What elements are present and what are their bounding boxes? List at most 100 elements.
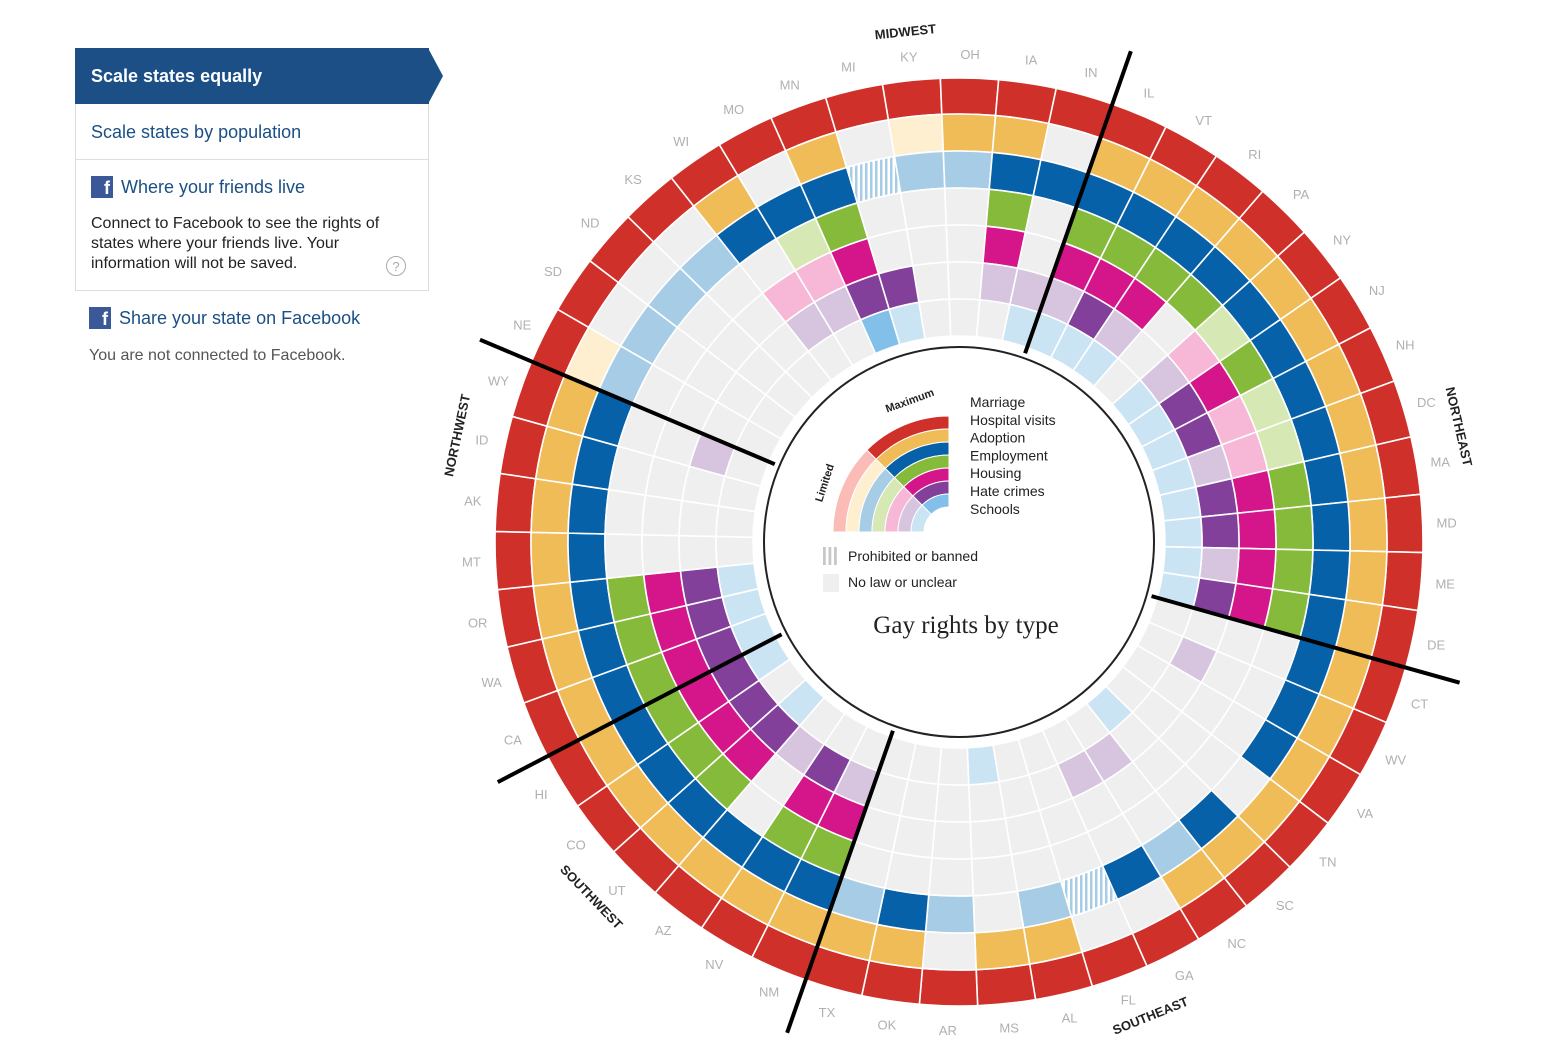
legend-label: Schools	[970, 501, 1020, 517]
cell-ms-housing	[969, 817, 1013, 860]
cell-oh-employment	[943, 187, 991, 228]
state-label: WI	[673, 134, 689, 149]
legend-label: Hate crimes	[970, 483, 1045, 499]
region-divider	[1150, 594, 1461, 685]
state-label: MO	[723, 102, 744, 117]
facebook-icon: f	[89, 307, 111, 329]
state-label: TX	[819, 1005, 836, 1020]
inner-disc	[753, 336, 1165, 748]
cell-ms-hospital-visits	[973, 926, 1031, 971]
legend-nolaw-swatch	[823, 574, 839, 592]
state-label: AL	[1062, 1010, 1078, 1025]
cell-md-housing	[1236, 508, 1277, 551]
cell-md-hospital-visits	[1347, 497, 1388, 553]
state-label: SD	[544, 264, 562, 279]
legend-arc-maximum	[921, 493, 950, 516]
region-divider	[479, 337, 776, 467]
state-label: WV	[1385, 753, 1406, 768]
share-facebook-link[interactable]: f Share your state on Facebook	[89, 307, 445, 329]
cell-ms-adoption	[972, 890, 1025, 934]
cell-ar-adoption	[924, 893, 976, 934]
cell-ar-hate-crimes	[934, 783, 972, 823]
share-label[interactable]: Share your state on Facebook	[119, 307, 361, 328]
cell-or-housing	[642, 569, 688, 615]
connection-status: You are not connected to Facebook.	[89, 347, 346, 364]
cell-ms-marriage	[975, 963, 1037, 1007]
state-label: DC	[1417, 395, 1436, 410]
legend: Marriage Hospital visits AdoptionEmploymen…	[813, 387, 1056, 592]
region-divider	[785, 730, 895, 1034]
cell-ky-marriage	[881, 77, 943, 121]
cell-ms-employment	[970, 853, 1019, 897]
cell-mt-hate-crimes	[678, 534, 719, 572]
cell-ms-schools	[966, 744, 1001, 786]
cell-ar-hospital-visits	[921, 930, 978, 971]
state-label: IN	[1085, 65, 1098, 80]
legend-label: Housing	[970, 465, 1021, 481]
cell-oh-schools	[948, 298, 981, 338]
cell-me-employment	[1271, 548, 1314, 596]
friends-description: Connect to Facebook to see the rights of…	[91, 215, 380, 272]
chart-title: Gay rights by type	[873, 612, 1058, 639]
state-label: NV	[705, 957, 723, 972]
region-label-midwest: MIDWEST	[874, 21, 937, 42]
state-label: DE	[1427, 637, 1445, 652]
sidebar: Scale states equally Scale states by pop…	[75, 48, 445, 365]
state-label: FL	[1121, 993, 1136, 1008]
state-label: MT	[462, 555, 481, 570]
state-label: IL	[1143, 85, 1154, 100]
cell-ak-hospital-visits	[530, 477, 574, 534]
cell-oh-adoption	[942, 150, 994, 191]
legend-prohibited-swatch	[823, 547, 837, 565]
state-label: OR	[468, 616, 488, 631]
cell-md-employment	[1273, 504, 1314, 551]
state-label: WY	[488, 374, 509, 389]
cell-mt-hospital-visits	[530, 531, 571, 587]
region-label-northwest: NORTHWEST	[441, 393, 473, 478]
state-label: NE	[513, 317, 531, 332]
facebook-icon: f	[91, 176, 113, 198]
cell-md-adoption	[1310, 500, 1351, 552]
state-label: OH	[960, 47, 980, 62]
cell-mt-housing	[641, 533, 682, 576]
cell-oh-hospital-visits	[940, 113, 997, 154]
cell-ak-adoption	[567, 483, 610, 535]
legend-label: Adoption	[970, 430, 1025, 446]
state-wedges: KY OH IA IN IL VT RI PA NY NJ NH DC MA MD ME DE CT WV VA TN…	[462, 47, 1457, 1038]
question-mark-icon[interactable]: ?	[386, 256, 406, 276]
state-label: MA	[1431, 454, 1451, 469]
cell-md-hate-crimes	[1199, 512, 1240, 550]
cell-ky-housing	[905, 224, 949, 267]
cell-ma-housing	[1230, 469, 1276, 515]
state-label: VT	[1195, 113, 1212, 128]
legend-prohibited-label: Prohibited or banned	[848, 548, 978, 564]
cell-mt-marriage	[494, 530, 535, 591]
region-divider	[496, 632, 783, 784]
friends-link[interactable]: f Where your friends live	[91, 176, 413, 198]
scale-by-population-button[interactable]: Scale states by population	[75, 104, 429, 160]
state-label: ME	[1435, 577, 1455, 592]
cell-ms-hate-crimes	[967, 780, 1007, 823]
state-label: AR	[939, 1023, 957, 1038]
legend-label: Hospital visits	[970, 412, 1056, 428]
state-label: AZ	[655, 923, 672, 938]
cell-me-adoption	[1308, 549, 1351, 601]
state-label: MI	[841, 60, 855, 75]
state-label: NM	[759, 985, 779, 1000]
cell-me-housing	[1235, 547, 1277, 590]
scale-equally-button[interactable]: Scale states equally	[75, 48, 443, 104]
state-label: MN	[780, 77, 800, 92]
cell-ar-schools	[937, 746, 970, 786]
state-label: WA	[481, 675, 502, 690]
cell-ar-employment	[927, 856, 975, 897]
friends-title[interactable]: Where your friends live	[121, 176, 306, 197]
legend-label: Employment	[970, 447, 1048, 463]
cell-ak-marriage	[494, 472, 537, 534]
state-label: RI	[1248, 147, 1261, 162]
state-label: ID	[475, 433, 488, 448]
state-label: MD	[1436, 515, 1456, 530]
state-label: PA	[1293, 187, 1310, 202]
state-label: MS	[999, 1020, 1019, 1035]
state-label: NC	[1227, 936, 1246, 951]
